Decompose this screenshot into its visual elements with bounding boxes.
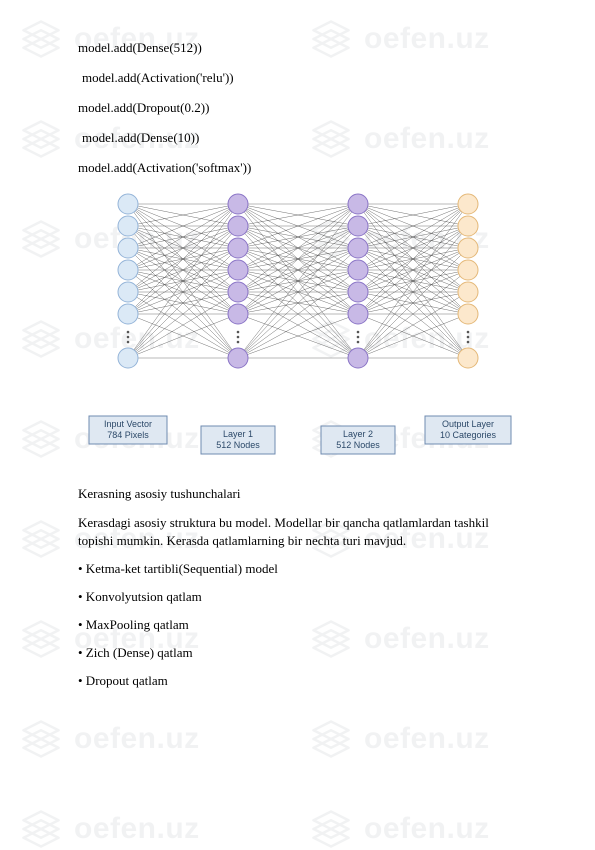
node — [228, 260, 248, 280]
node — [118, 194, 138, 214]
layer-label-line2: 784 Pixels — [107, 430, 149, 440]
layer-label-line1: Input Vector — [104, 419, 152, 429]
page-content: model.add(Dense(512)) model.add(Activati… — [0, 0, 595, 741]
node — [228, 238, 248, 258]
node — [118, 304, 138, 324]
code-line: model.add(Dense(512)) — [78, 40, 517, 56]
node — [348, 194, 368, 214]
layer-2-nodes — [348, 194, 368, 368]
code-block: model.add(Dense(512)) model.add(Activati… — [78, 40, 517, 176]
node — [458, 304, 478, 324]
node — [458, 194, 478, 214]
node — [348, 238, 368, 258]
node — [458, 348, 478, 368]
watermark-item: oefen.uz — [310, 808, 490, 850]
bullet-item: • Zich (Dense) qatlam — [78, 645, 517, 661]
node — [458, 260, 478, 280]
layer-label-line1: Layer 1 — [223, 429, 253, 439]
layer-label-line1: Output Layer — [442, 419, 494, 429]
bullet-item: • MaxPooling qatlam — [78, 617, 517, 633]
edges-group — [128, 204, 468, 358]
code-line: model.add(Activation('softmax')) — [78, 160, 517, 176]
layer-label-line2: 10 Categories — [440, 430, 497, 440]
node — [228, 282, 248, 302]
layer-0-nodes — [118, 194, 138, 368]
section-paragraph: Kerasdagi asosiy struktura bu model. Mod… — [78, 514, 517, 549]
node — [118, 216, 138, 236]
node — [348, 282, 368, 302]
layer-label-line1: Layer 2 — [343, 429, 373, 439]
network-svg: Input Vector784 PixelsLayer 1512 NodesLa… — [78, 190, 518, 470]
node — [118, 282, 138, 302]
node — [228, 194, 248, 214]
watermark-text: oefen.uz — [74, 812, 200, 846]
watermark-item: oefen.uz — [20, 808, 200, 850]
node — [118, 238, 138, 258]
code-line: model.add(Dropout(0.2)) — [78, 100, 517, 116]
watermark-text: oefen.uz — [364, 812, 490, 846]
layer-3-nodes — [458, 194, 478, 368]
bullet-item: • Konvolyutsion qatlam — [78, 589, 517, 605]
layer-label-line2: 512 Nodes — [336, 440, 380, 450]
node — [348, 260, 368, 280]
bullet-item: • Dropout qatlam — [78, 673, 517, 689]
node — [458, 282, 478, 302]
layer-1-nodes — [228, 194, 248, 368]
node — [118, 260, 138, 280]
node — [348, 216, 368, 236]
neural-network-figure: Input Vector784 PixelsLayer 1512 NodesLa… — [78, 190, 517, 470]
code-line: model.add(Activation('relu')) — [82, 70, 517, 86]
layers-icon — [310, 808, 352, 850]
node — [458, 238, 478, 258]
section-title: Kerasning asosiy tushunchalari — [78, 486, 517, 502]
code-line: model.add(Dense(10)) — [82, 130, 517, 146]
node — [228, 216, 248, 236]
bullet-item: • Ketma-ket tartibli(Sequential) model — [78, 561, 517, 577]
layers-icon — [20, 808, 62, 850]
node — [118, 348, 138, 368]
layer-label-line2: 512 Nodes — [216, 440, 260, 450]
bullet-list: • Ketma-ket tartibli(Sequential) model • … — [78, 561, 517, 689]
node — [228, 348, 248, 368]
node — [228, 304, 248, 324]
node — [348, 304, 368, 324]
node — [458, 216, 478, 236]
node — [348, 348, 368, 368]
